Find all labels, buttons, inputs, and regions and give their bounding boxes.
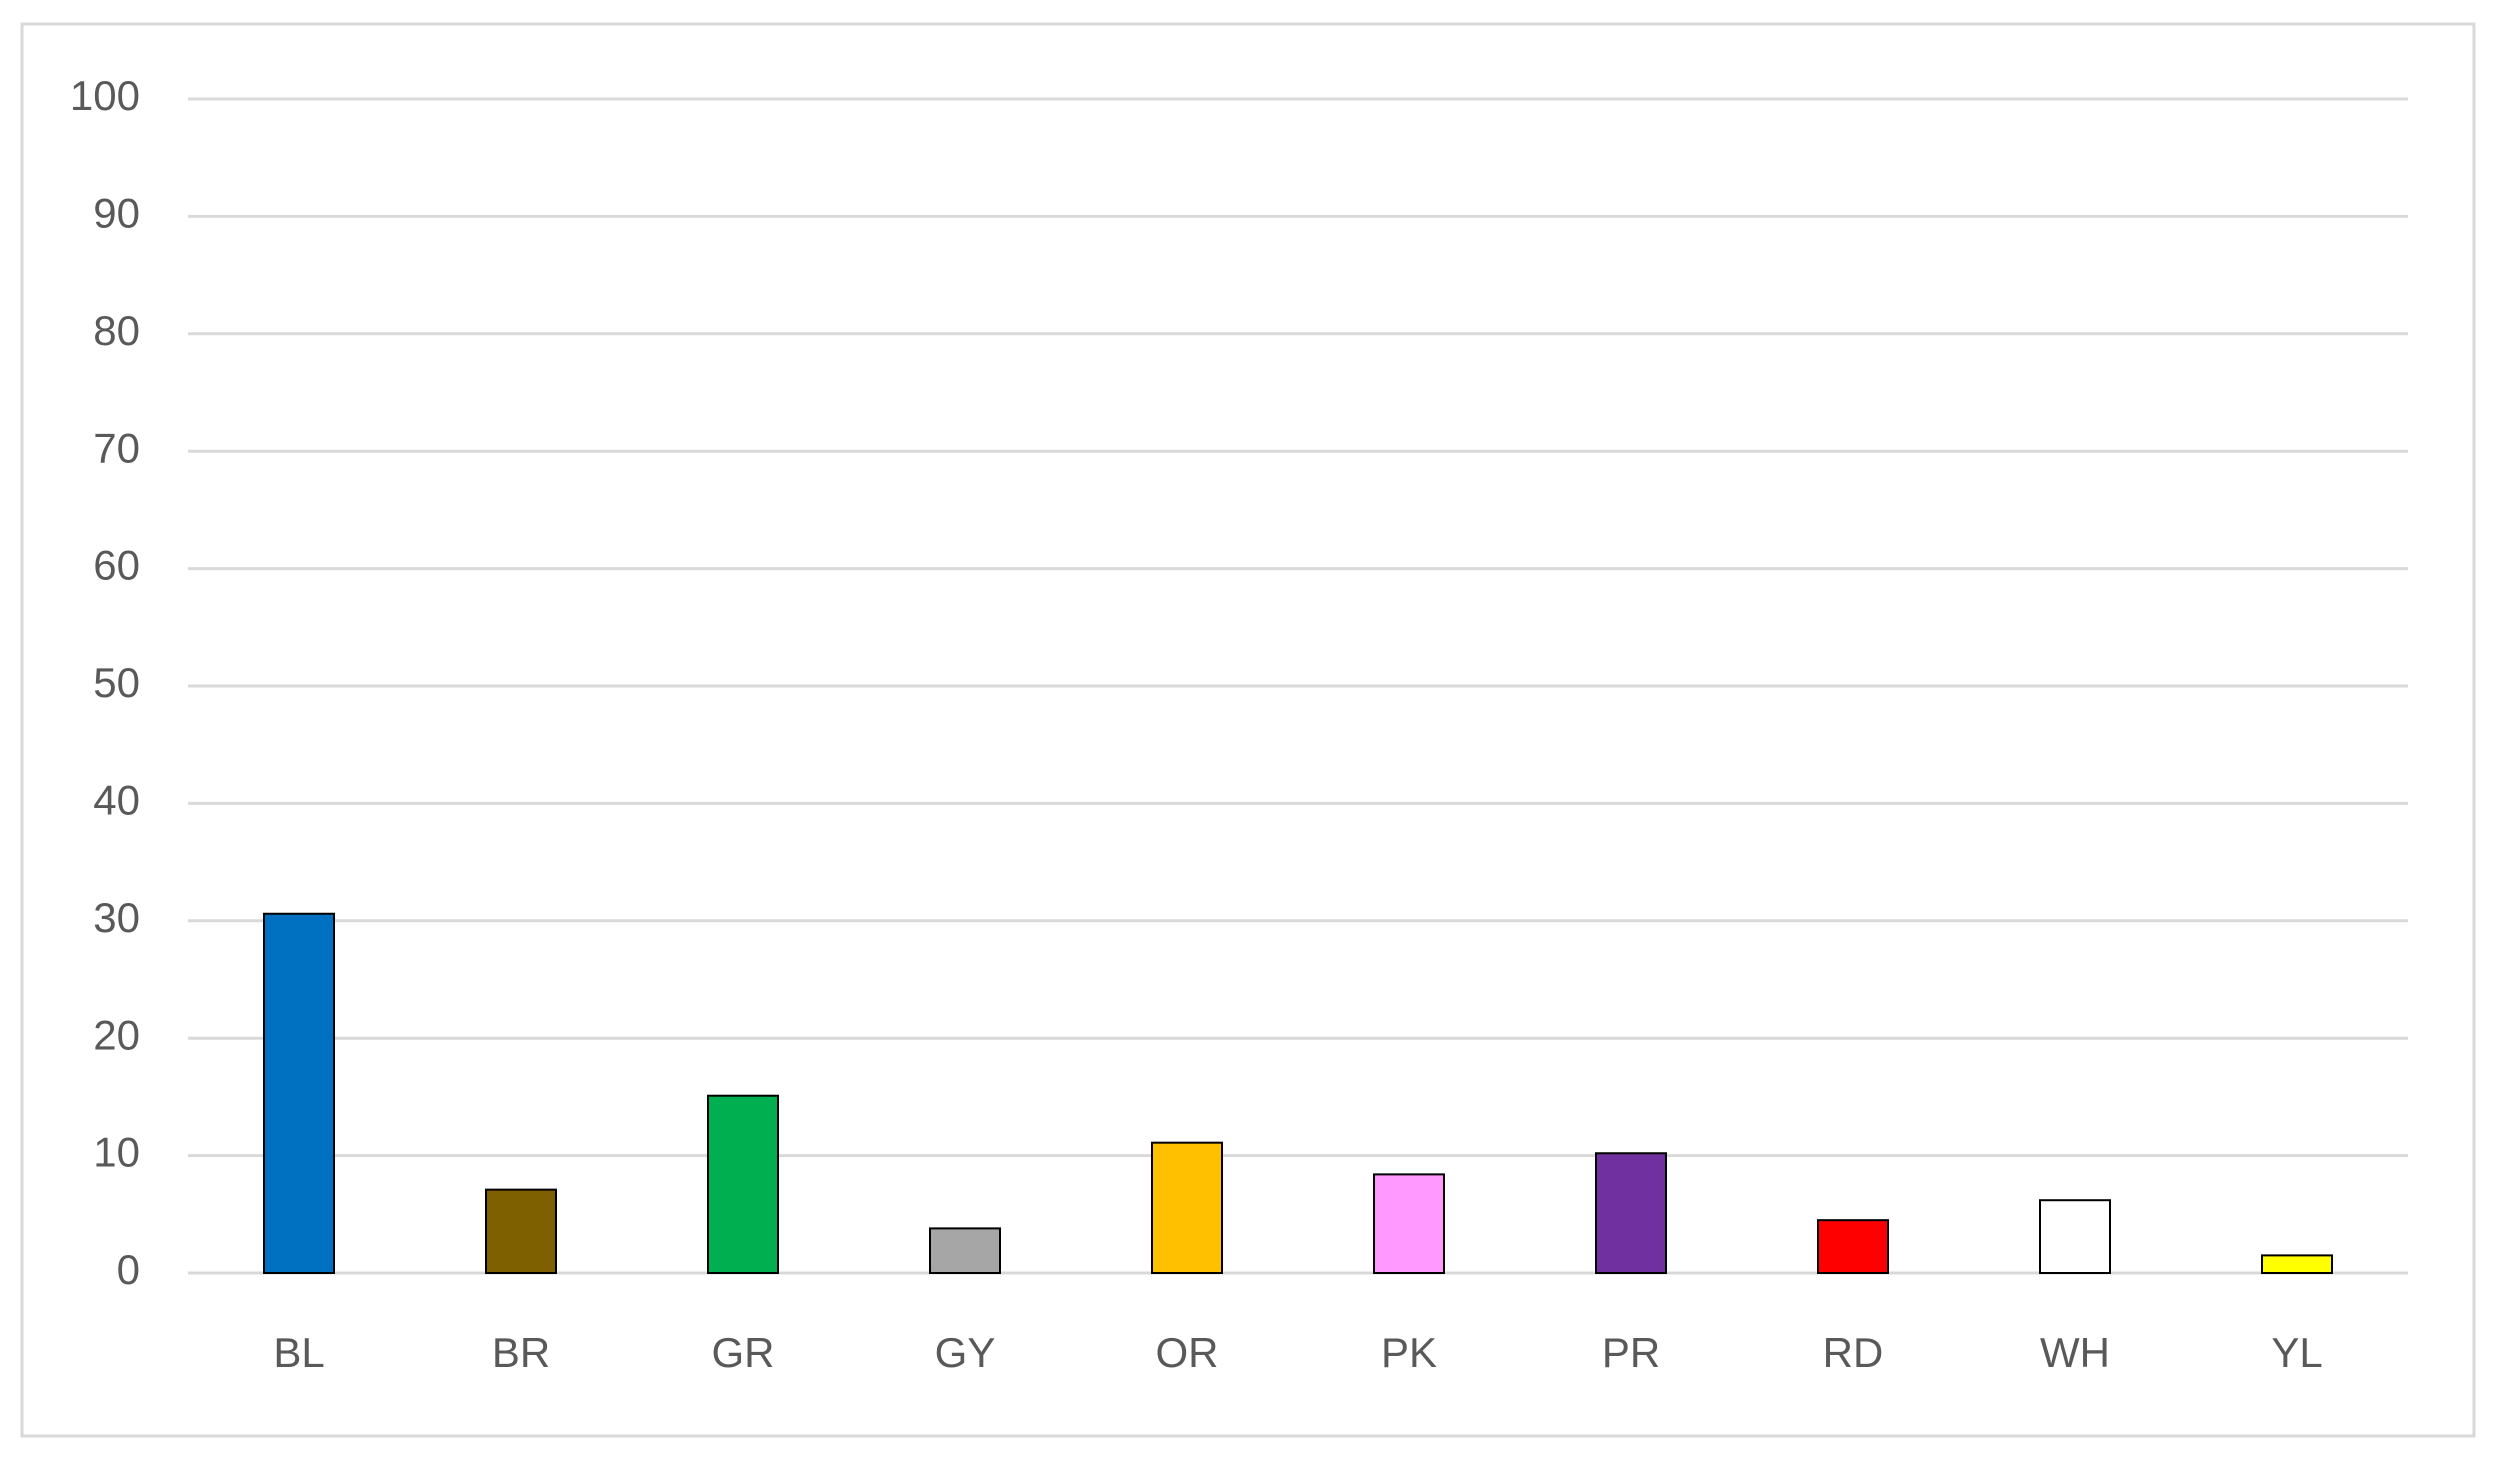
bar — [707, 1094, 779, 1274]
y-tick-label: 30 — [93, 894, 140, 941]
y-tick-label: 70 — [93, 424, 140, 471]
x-tick-label: BR — [492, 1329, 550, 1376]
x-tick-label: BL — [273, 1329, 324, 1376]
y-tick-label: 80 — [93, 307, 140, 354]
y-tick-label: 20 — [93, 1011, 140, 1058]
bar — [263, 912, 335, 1274]
y-tick-label: 100 — [70, 72, 140, 119]
x-tick-label: GY — [935, 1329, 996, 1376]
bar — [929, 1227, 1001, 1274]
x-tick-label: GR — [712, 1329, 775, 1376]
x-tick-label: OR — [1156, 1329, 1219, 1376]
x-tick-label: PR — [1602, 1329, 1660, 1376]
x-tick-label: RD — [1823, 1329, 1884, 1376]
bar — [1373, 1173, 1445, 1275]
x-tick-label: PK — [1381, 1329, 1437, 1376]
y-tick-label: 90 — [93, 189, 140, 236]
bar — [1817, 1219, 1889, 1275]
bar — [485, 1188, 557, 1274]
y-tick-label: 10 — [93, 1129, 140, 1176]
y-tick-label: 60 — [93, 542, 140, 589]
x-tick-label: YL — [2271, 1329, 2322, 1376]
y-tick-label: 50 — [93, 659, 140, 706]
bar — [1595, 1152, 1667, 1274]
bar — [2261, 1254, 2333, 1275]
y-tick-label: 40 — [93, 776, 140, 823]
x-tick-label: WH — [2040, 1329, 2110, 1376]
bar — [1151, 1141, 1223, 1275]
bar — [2039, 1199, 2111, 1275]
y-tick-label: 0 — [117, 1246, 140, 1293]
